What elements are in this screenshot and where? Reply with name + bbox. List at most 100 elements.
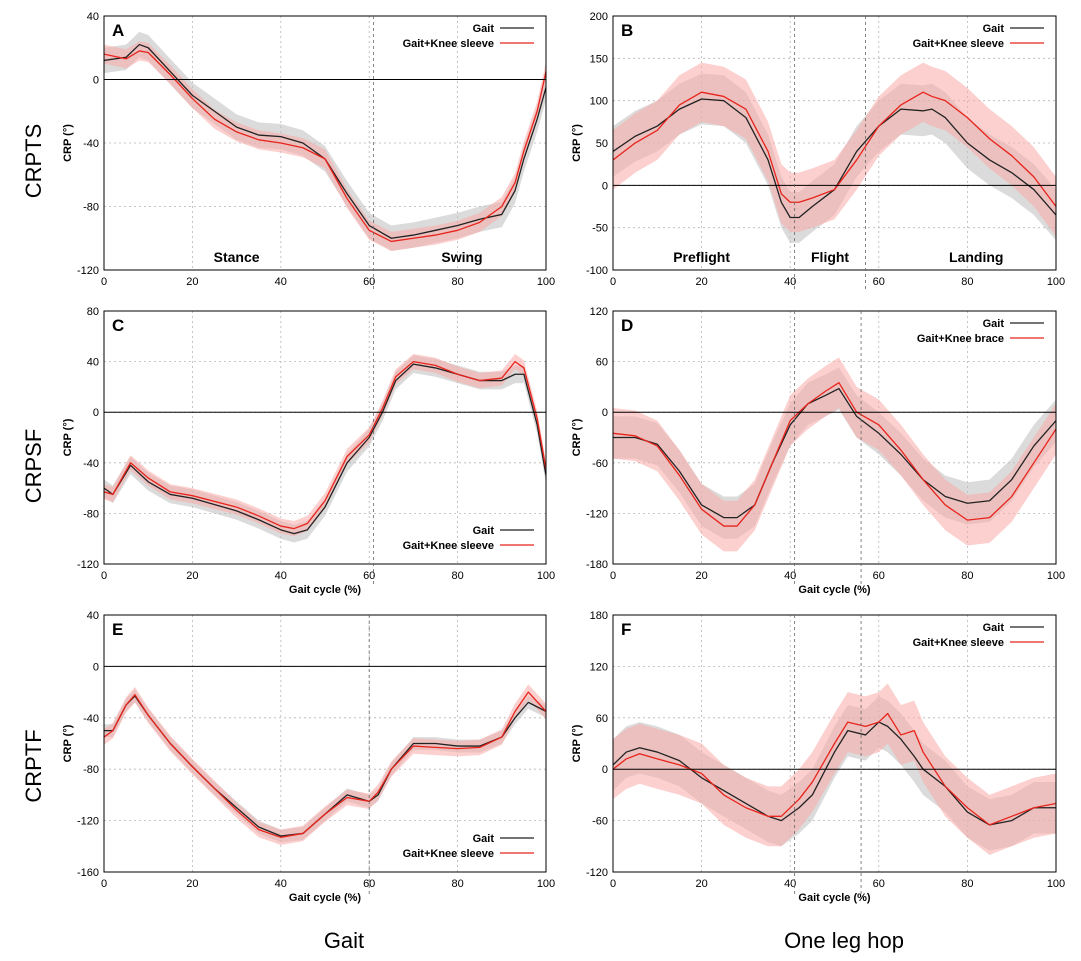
y-tick-label-e: -160 xyxy=(77,867,99,879)
y-tick-label-d: -120 xyxy=(586,508,608,520)
y-tick-label-b: 0 xyxy=(602,180,608,192)
y-tick-label-a: -120 xyxy=(77,265,99,277)
series-line-f-1 xyxy=(613,712,1056,826)
y-tick-label-c: -80 xyxy=(83,508,99,520)
x-tick-label-a: 20 xyxy=(186,276,198,288)
y-tick-label-d: -180 xyxy=(586,559,608,571)
y-axis-label-e: CRP (°) xyxy=(62,724,74,762)
y-tick-label-e: -40 xyxy=(83,713,99,725)
sd-band-e-1 xyxy=(104,684,546,846)
plot-frame-d xyxy=(612,310,1057,565)
row-label-crptf: CRPTF xyxy=(21,729,46,803)
y-tick-label-a: 0 xyxy=(93,75,99,87)
series-line-b-1 xyxy=(613,91,1056,207)
plot-frame-f xyxy=(612,614,1057,873)
column-title-one-leg-hop: One leg hop xyxy=(784,928,904,953)
panel-b: 0 20 40 60 80 100 -100 -50 0 50 100 150 200 CRP (°) B P… xyxy=(571,11,1065,288)
plot-frame-b xyxy=(612,15,1057,271)
plot-frame-e xyxy=(103,614,547,873)
x-tick-label-e: 80 xyxy=(451,878,463,890)
y-tick-label-a: -40 xyxy=(83,138,99,150)
y-tick-label-b: -50 xyxy=(592,223,608,235)
legend-label-a-1: Gait+Knee sleeve xyxy=(403,38,494,50)
legend-label-d-0: Gait xyxy=(983,318,1005,330)
legend-label-d-1: Gait+Knee brace xyxy=(917,333,1004,345)
x-tick-label-e: 40 xyxy=(275,878,287,890)
x-tick-label-a: 100 xyxy=(537,276,555,288)
plot-area-a xyxy=(104,31,546,251)
legend-label-f-0: Gait xyxy=(983,622,1005,634)
x-tick-label-a: 80 xyxy=(451,276,463,288)
x-tick-label-c: 0 xyxy=(101,570,107,582)
x-tick-label-f: 100 xyxy=(1047,878,1065,890)
y-tick-label-c: -40 xyxy=(83,458,99,470)
x-tick-label-e: 60 xyxy=(363,878,375,890)
series-line-b-0 xyxy=(613,98,1056,219)
panel-f: 0 20 40 60 80 100 -120 -60 0 60 120 180 CRP (°) Gait … xyxy=(571,610,1065,904)
y-tick-label-a: 40 xyxy=(87,11,99,23)
x-tick-label-d: 20 xyxy=(695,570,707,582)
legend-label-e-0: Gait xyxy=(473,833,495,845)
y-tick-label-f: 180 xyxy=(590,610,608,622)
x-tick-label-f: 60 xyxy=(873,878,885,890)
y-axis-label-a: CRP (°) xyxy=(62,124,74,162)
legend-label-f-1: Gait+Knee sleeve xyxy=(913,637,1004,649)
series-line-c-1 xyxy=(104,360,546,530)
panel-letter-d: D xyxy=(621,316,633,335)
row-label-crpts: CRPTS xyxy=(21,123,46,199)
x-tick-label-d: 60 xyxy=(873,570,885,582)
y-axis-label-d: CRP (°) xyxy=(571,418,583,456)
y-tick-label-e: -120 xyxy=(77,816,99,828)
legend-label-b-0: Gait xyxy=(983,23,1005,35)
row-label-crpsf: CRPSF xyxy=(21,428,46,504)
y-tick-label-c: -120 xyxy=(77,559,99,571)
y-tick-label-f: 120 xyxy=(590,661,608,673)
series-line-a-0 xyxy=(104,43,546,239)
legend-label-c-0: Gait xyxy=(473,525,495,537)
x-axis-label-e: Gait cycle (%) xyxy=(289,892,361,904)
y-tick-label-b: 100 xyxy=(590,96,608,108)
phase-label-b: Flight xyxy=(811,249,849,265)
y-tick-label-e: 40 xyxy=(87,610,99,622)
x-tick-label-b: 0 xyxy=(610,276,616,288)
plot-area-c xyxy=(104,354,546,543)
plot-area-b xyxy=(613,62,1056,243)
series-line-d-0 xyxy=(613,387,1056,519)
series-line-a-1 xyxy=(104,50,546,243)
x-tick-label-b: 100 xyxy=(1047,276,1065,288)
x-tick-label-c: 60 xyxy=(363,570,375,582)
series-line-d-1 xyxy=(613,382,1056,527)
phase-label-b: Landing xyxy=(949,249,1003,265)
phase-label-b: Preflight xyxy=(673,249,730,265)
series-line-f-0 xyxy=(613,721,1056,826)
legend-label-e-1: Gait+Knee sleeve xyxy=(403,848,494,860)
series-line-c-0 xyxy=(104,363,546,535)
panel-letter-b: B xyxy=(621,21,633,40)
plot-frame-a xyxy=(103,15,547,271)
y-tick-label-f: 0 xyxy=(602,764,608,776)
y-tick-label-e: -80 xyxy=(83,764,99,776)
x-tick-label-d: 0 xyxy=(610,570,616,582)
x-tick-label-e: 0 xyxy=(101,878,107,890)
y-tick-label-f: -60 xyxy=(592,816,608,828)
plot-area-e xyxy=(104,684,546,846)
y-tick-label-b: 50 xyxy=(596,138,608,150)
x-tick-label-a: 40 xyxy=(275,276,287,288)
panel-letter-e: E xyxy=(112,620,123,639)
y-axis-label-b: CRP (°) xyxy=(571,124,583,162)
x-tick-label-c: 80 xyxy=(451,570,463,582)
sd-band-b-1 xyxy=(613,62,1056,237)
x-tick-label-c: 20 xyxy=(186,570,198,582)
y-axis-label-f: CRP (°) xyxy=(571,724,583,762)
x-tick-label-d: 80 xyxy=(961,570,973,582)
panel-a: 0 20 40 60 80 100 -120 -80 -40 0 40 CRP (°) A Stance S… xyxy=(62,11,555,288)
panel-e: 0 20 40 60 80 100 -160 -120 -80 -40 0 40 CRP (°) Gait… xyxy=(62,610,555,904)
y-axis-label-c: CRP (°) xyxy=(62,418,74,456)
y-tick-label-b: -100 xyxy=(586,265,608,277)
x-axis-label-c: Gait cycle (%) xyxy=(289,584,361,596)
x-tick-label-b: 40 xyxy=(784,276,796,288)
panel-d: 0 20 40 60 80 100 -180 -120 -60 0 60 120 CRP (°) Gait… xyxy=(571,306,1065,596)
y-tick-label-d: 120 xyxy=(590,306,608,318)
x-tick-label-b: 60 xyxy=(873,276,885,288)
